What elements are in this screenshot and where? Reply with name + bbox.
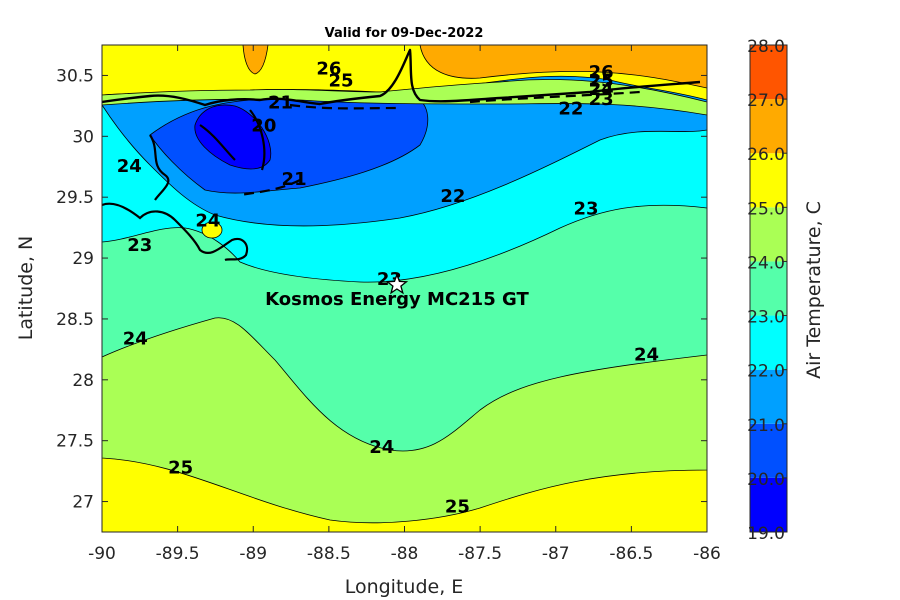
coastline-delta [102, 109, 266, 262]
x-tick-label: -87.5 [458, 544, 502, 564]
contour-label: 24 [369, 437, 394, 458]
chart-title: Valid for 09-Dec-2022 [325, 26, 484, 41]
colorbar-tick-label: 20.0 [747, 470, 785, 490]
colorbar-tick-label: 19.0 [747, 524, 785, 544]
contour-label: 24 [123, 329, 148, 350]
contour-label: 21 [282, 169, 307, 190]
contour-label: 24 [589, 79, 614, 100]
colorbar-tick-label: 21.0 [747, 416, 785, 436]
colorbar-tick-label: 25.0 [747, 199, 785, 219]
colorbar-segment [750, 207, 787, 262]
colorbar-tick-label: 23.0 [747, 308, 785, 328]
contour-label: 22 [440, 186, 465, 207]
colorbar-segment [750, 99, 787, 154]
y-tick-label: 30.5 [56, 66, 94, 86]
x-tick-label: -86 [693, 544, 721, 564]
contour-label: 23 [127, 235, 152, 256]
y-axis-ticks: 27 27.5 28 28.5 29 29.5 30 30.5 [56, 66, 707, 513]
contour-label: 25 [168, 458, 193, 479]
colorbar-segment [750, 45, 787, 100]
contour-label: 20 [251, 116, 276, 137]
colorbar-tick-label: 28.0 [747, 37, 785, 57]
x-tick-label: -87 [542, 544, 570, 564]
colorbar-segment [750, 315, 787, 370]
colorbar: 19.0 20.0 21.0 22.0 23.0 24.0 25.0 26.0 27.0 28.0 [747, 37, 787, 544]
colorbar-tick-label: 24.0 [747, 253, 785, 273]
y-tick-label: 29 [72, 249, 94, 269]
colorbar-tick-label: 22.0 [747, 362, 785, 382]
contour-label: 26 [316, 58, 341, 79]
colorbar-segment [750, 153, 787, 208]
y-tick-label: 30 [72, 127, 94, 147]
colorbar-frame [749, 44, 788, 533]
contour-label: 24 [634, 344, 659, 365]
colorbar-segment [750, 423, 787, 478]
contour-label: 22 [558, 99, 583, 120]
x-axis-ticks: -90 -89.5 -89 -88.5 -88 -87.5 -87 -86.5 -86 [88, 45, 721, 564]
x-tick-label: -89.5 [156, 544, 200, 564]
x-tick-label: -90 [88, 544, 116, 564]
warm-pocket [201, 221, 223, 239]
colorbar-segment [750, 261, 787, 316]
colorbar-title: Air Temperature, C [803, 201, 825, 379]
contour-label: 25 [328, 71, 353, 92]
y-tick-label: 27 [72, 493, 94, 513]
contour-label: 23 [573, 198, 598, 219]
x-tick-label: -88 [391, 544, 419, 564]
x-tick-label: -86.5 [609, 544, 653, 564]
y-tick-label: 27.5 [56, 432, 94, 452]
contour-label: 26 [589, 62, 614, 83]
station-star-icon [385, 272, 409, 295]
contour-label: 24 [195, 211, 220, 232]
y-tick-label: 29.5 [56, 188, 94, 208]
y-tick-label: 28.5 [56, 310, 94, 330]
band-26-27-west [242, 45, 269, 75]
coastline-dashes [239, 90, 641, 197]
contour-label: 25 [445, 497, 470, 518]
colorbar-tick-label: 27.0 [747, 91, 785, 111]
colorbar-segment [750, 477, 787, 532]
station-label: Kosmos Energy MC215 GT [265, 289, 529, 310]
y-tick-label: 28 [72, 371, 94, 391]
coastline [102, 48, 701, 107]
contour-label: 25 [589, 71, 614, 92]
contour-label: 23 [589, 89, 614, 110]
x-tick-label: -89 [239, 544, 267, 564]
contour-label: 24 [117, 156, 142, 177]
y-axis-title: Latitude, N [15, 236, 37, 341]
band-26-27 [419, 45, 707, 89]
band-19-20 [194, 104, 272, 170]
colorbar-tick-label: 26.0 [747, 145, 785, 165]
contour-label: 21 [268, 92, 293, 113]
colorbar-segment [750, 369, 787, 424]
x-tick-label: -88.5 [307, 544, 351, 564]
x-axis-title: Longitude, E [345, 576, 464, 598]
